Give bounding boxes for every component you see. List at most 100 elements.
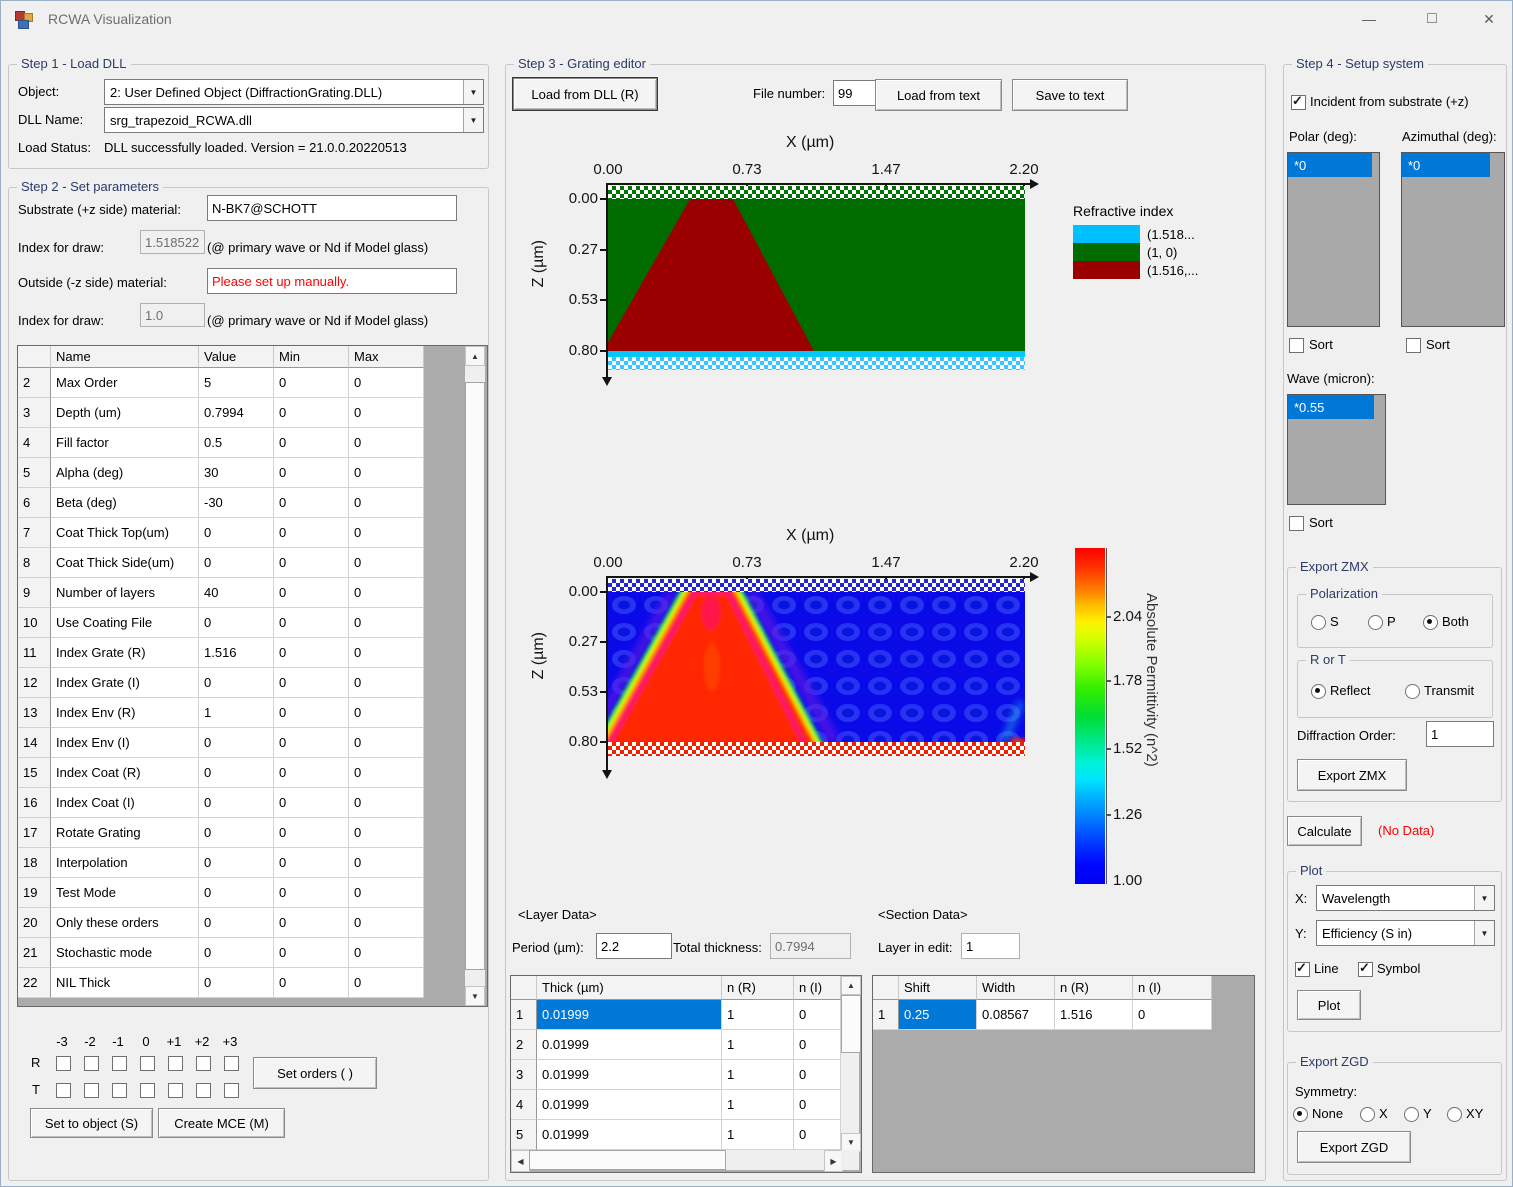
table-cell[interactable]: 0 bbox=[349, 488, 424, 518]
table-cell[interactable]: 0 bbox=[794, 1090, 841, 1120]
wave-selected-item[interactable]: *0.55 bbox=[1288, 395, 1374, 419]
table-cell[interactable]: 0 bbox=[274, 818, 349, 848]
table-cell[interactable]: 0 bbox=[274, 608, 349, 638]
column-header[interactable]: Max bbox=[349, 346, 424, 368]
table-cell[interactable]: Alpha (deg) bbox=[51, 458, 199, 488]
table-cell[interactable]: 0 bbox=[199, 878, 274, 908]
table-cell[interactable]: 0 bbox=[274, 398, 349, 428]
table-cell[interactable]: Depth (um) bbox=[51, 398, 199, 428]
table-cell[interactable]: NIL Thick bbox=[51, 968, 199, 998]
table-cell[interactable]: 0 bbox=[199, 548, 274, 578]
orders-t-checkbox-+1[interactable] bbox=[168, 1083, 183, 1098]
table-cell[interactable]: 0 bbox=[794, 1030, 841, 1060]
table-cell[interactable]: 0.01999 bbox=[537, 1090, 722, 1120]
column-header[interactable]: Name bbox=[51, 346, 199, 368]
column-header[interactable]: Thick (µm) bbox=[537, 976, 722, 1000]
object-combobox[interactable]: 2: User Defined Object (DiffractionGrati… bbox=[104, 79, 484, 105]
export-zmx-button[interactable]: Export ZMX bbox=[1297, 759, 1407, 791]
table-cell[interactable]: 1 bbox=[722, 1120, 794, 1150]
table-cell[interactable]: 0 bbox=[349, 398, 424, 428]
table-cell[interactable]: 0 bbox=[274, 758, 349, 788]
substrate-material-field[interactable]: N-BK7@SCHOTT bbox=[207, 195, 457, 221]
polarization-radio-both[interactable] bbox=[1423, 615, 1438, 630]
table-cell[interactable]: 0.01999 bbox=[537, 1000, 722, 1030]
table-cell[interactable]: Interpolation bbox=[51, 848, 199, 878]
scrollbar-thumb[interactable] bbox=[529, 1150, 726, 1170]
table-cell[interactable]: Max Order bbox=[51, 368, 199, 398]
plot-x-combobox[interactable]: Wavelength ▼ bbox=[1316, 885, 1495, 911]
orders-t-checkbox-+2[interactable] bbox=[196, 1083, 211, 1098]
rt-radio-reflect[interactable] bbox=[1311, 684, 1326, 699]
table-cell[interactable]: 0 bbox=[274, 578, 349, 608]
table-cell[interactable]: 0 bbox=[349, 518, 424, 548]
refractive-index-map[interactable] bbox=[603, 199, 1025, 351]
table-cell[interactable]: 0 bbox=[274, 488, 349, 518]
table-cell[interactable]: 0 bbox=[274, 518, 349, 548]
orders-r-checkbox--1[interactable] bbox=[112, 1056, 127, 1071]
table-cell[interactable]: 0 bbox=[349, 758, 424, 788]
table-cell[interactable]: 0 bbox=[274, 458, 349, 488]
table-cell[interactable]: 0 bbox=[349, 608, 424, 638]
table-cell[interactable]: Index Grate (I) bbox=[51, 668, 199, 698]
scroll-up-icon[interactable]: ▲ bbox=[841, 976, 861, 995]
table-cell[interactable]: 0 bbox=[349, 908, 424, 938]
table-cell[interactable]: 0 bbox=[349, 878, 424, 908]
period-field[interactable]: 2.2 bbox=[596, 933, 672, 959]
table-cell[interactable]: 0 bbox=[349, 428, 424, 458]
table-cell[interactable]: 0 bbox=[349, 728, 424, 758]
scroll-down-icon[interactable]: ▼ bbox=[465, 986, 485, 1006]
create-mce-button[interactable]: Create MCE (M) bbox=[158, 1108, 285, 1138]
table-cell[interactable]: Coat Thick Top(um) bbox=[51, 518, 199, 548]
layer-table[interactable]: Thick (µm) n (R) n (I) 1 0.01999 1 0 2 0.01999 1 0… bbox=[510, 975, 862, 1173]
table-cell[interactable]: 0 bbox=[349, 548, 424, 578]
orders-r-checkbox--3[interactable] bbox=[56, 1056, 71, 1071]
column-header[interactable] bbox=[18, 346, 51, 368]
parameter-grid[interactable]: Name Value Min Max 2 Max Order 5 0 0 3 Depth (um) 0… bbox=[17, 345, 488, 1007]
scrollbar-thumb[interactable] bbox=[841, 995, 861, 1053]
scrollbar-thumb[interactable] bbox=[465, 382, 485, 970]
dll-name-combobox[interactable]: srg_trapezoid_RCWA.dll ▼ bbox=[104, 107, 484, 133]
chevron-down-icon[interactable]: ▼ bbox=[463, 108, 483, 132]
table-cell[interactable]: 0 bbox=[794, 1120, 841, 1150]
symbol-checkbox[interactable] bbox=[1358, 960, 1373, 977]
table-cell[interactable]: 0 bbox=[794, 1060, 841, 1090]
polar-selected-item[interactable]: *0 bbox=[1288, 153, 1372, 177]
table-cell[interactable]: 0 bbox=[274, 638, 349, 668]
diffraction-order-field[interactable]: 1 bbox=[1426, 721, 1494, 747]
table-cell[interactable]: Only these orders bbox=[51, 908, 199, 938]
table-cell[interactable]: Index Grate (R) bbox=[51, 638, 199, 668]
table-cell[interactable]: 0 bbox=[349, 848, 424, 878]
orders-r-checkbox--2[interactable] bbox=[84, 1056, 99, 1071]
param-grid-vscrollbar[interactable]: ▲ ▼ bbox=[465, 346, 485, 1006]
table-cell[interactable]: 0 bbox=[349, 638, 424, 668]
orders-r-checkbox-+3[interactable] bbox=[224, 1056, 239, 1071]
table-cell[interactable]: 0 bbox=[274, 788, 349, 818]
polarization-radio-s[interactable] bbox=[1311, 615, 1326, 630]
orders-t-checkbox--3[interactable] bbox=[56, 1083, 71, 1098]
column-header[interactable]: Width bbox=[977, 976, 1055, 1000]
orders-r-checkbox-0[interactable] bbox=[140, 1056, 155, 1071]
table-cell[interactable]: 5 bbox=[199, 368, 274, 398]
table-cell[interactable]: 0 bbox=[274, 548, 349, 578]
table-cell[interactable]: 0 bbox=[349, 458, 424, 488]
orders-t-checkbox-0[interactable] bbox=[140, 1083, 155, 1098]
table-cell[interactable]: Fill factor bbox=[51, 428, 199, 458]
save-to-text-button[interactable]: Save to text bbox=[1012, 79, 1128, 111]
set-to-object-button[interactable]: Set to object (S) bbox=[30, 1108, 153, 1138]
table-cell[interactable]: 30 bbox=[199, 458, 274, 488]
calculate-button[interactable]: Calculate bbox=[1287, 816, 1362, 846]
chevron-down-icon[interactable]: ▼ bbox=[1474, 921, 1494, 945]
table-cell[interactable]: 0 bbox=[274, 908, 349, 938]
incident-checkbox[interactable] bbox=[1291, 93, 1306, 110]
scroll-left-icon[interactable]: ◀ bbox=[511, 1150, 530, 1172]
column-header[interactable]: n (I) bbox=[1133, 976, 1212, 1000]
column-header[interactable] bbox=[873, 976, 899, 1000]
table-cell[interactable]: 0 bbox=[274, 938, 349, 968]
symmetry-radio-y[interactable] bbox=[1404, 1107, 1419, 1122]
table-cell[interactable]: Index Coat (I) bbox=[51, 788, 199, 818]
table-cell[interactable]: 0 bbox=[1133, 1000, 1212, 1030]
set-orders-button[interactable]: Set orders ( ) bbox=[253, 1057, 377, 1089]
wave-sort-checkbox[interactable] bbox=[1289, 516, 1304, 531]
table-cell[interactable]: 0 bbox=[199, 608, 274, 638]
table-cell[interactable]: 0 bbox=[274, 368, 349, 398]
